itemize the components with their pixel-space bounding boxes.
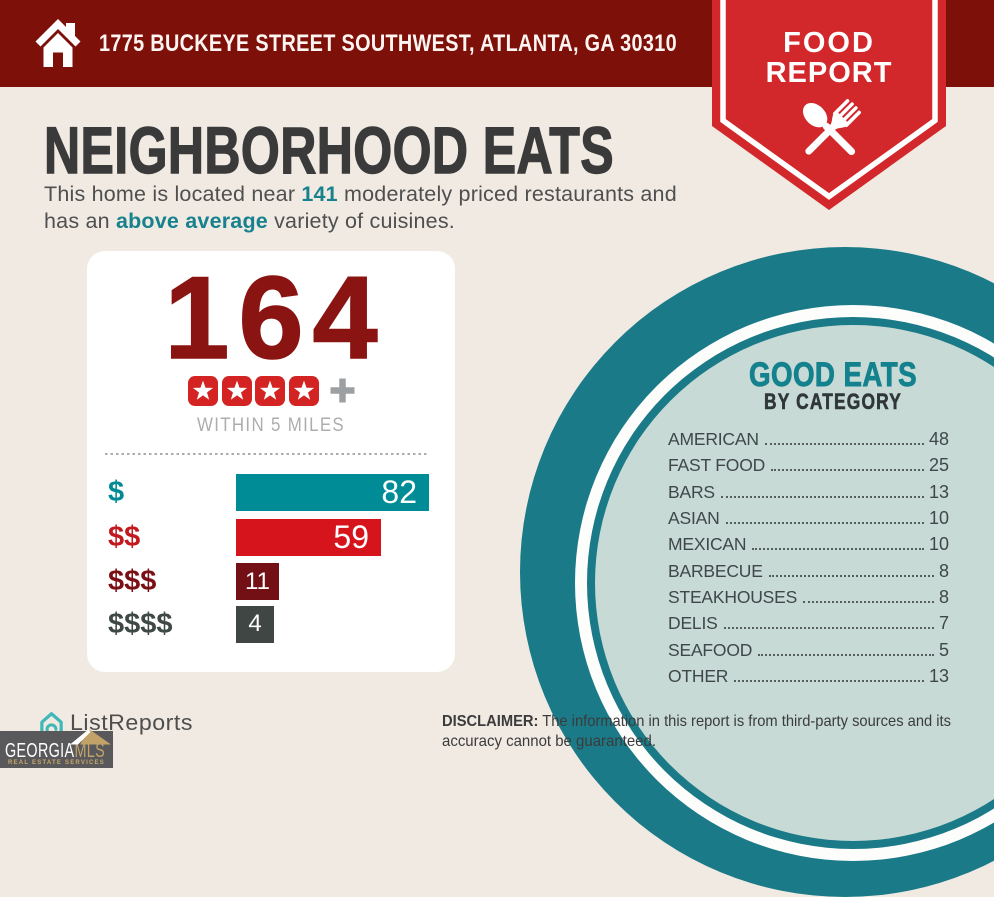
price-tier-label: $	[108, 476, 125, 508]
category-label: BARS	[668, 481, 715, 502]
intro-line2-post: variety of cuisines.	[267, 208, 455, 233]
within-miles-caption: WITHIN 5 MILES	[197, 415, 345, 436]
price-tier-row: $$$$ 4	[87, 605, 455, 643]
georgia-mls-tagline: REAL ESTATE SERVICES	[7, 758, 105, 766]
dotted-leader	[734, 680, 924, 683]
disclaimer-label: DISCLAIMER:	[442, 713, 539, 730]
star-rating	[87, 375, 455, 406]
category-label: BARBECUE	[668, 560, 763, 581]
category-row: BARBECUE 8	[668, 561, 949, 587]
dotted-leader	[752, 548, 924, 551]
ribbon-title-line1: FOOD	[783, 27, 875, 59]
price-tier-bar: 11	[236, 563, 279, 600]
restaurant-count-highlight: 141	[301, 182, 338, 206]
ribbon-shape	[712, 0, 946, 210]
intro-text: This home is located near 141 moderately…	[44, 181, 704, 234]
category-row: MEXICAN 10	[668, 534, 949, 560]
category-label: DELIS	[668, 613, 718, 634]
disclaimer-line1: The information in this report is from t…	[538, 713, 951, 730]
category-row: OTHER 13	[668, 666, 949, 692]
category-value: 10	[928, 534, 949, 555]
good-eats-title: GOOD EATS	[749, 356, 917, 395]
price-tier-label: $$$$	[108, 607, 173, 640]
category-label: MEXICAN	[668, 534, 747, 555]
good-eats-inner-circle	[595, 325, 994, 841]
georgia-mls-secondary: MLS	[74, 739, 105, 762]
category-value: 8	[938, 587, 949, 608]
dotted-leader	[720, 495, 924, 498]
price-tier-row: $82	[87, 474, 455, 511]
category-value: 8	[938, 560, 949, 581]
category-label: FAST FOOD	[668, 455, 766, 476]
georgia-mls-primary: GEORGIA	[5, 739, 75, 762]
category-label: SEAFOOD	[668, 639, 753, 660]
dotted-leader	[803, 601, 934, 604]
crossed-spoon-fork-icon	[802, 99, 861, 156]
intro-line2-pre: has an	[44, 208, 116, 233]
intro-line1-post: moderately priced restaurants and	[337, 182, 677, 206]
ribbon-title-line2: REPORT	[765, 57, 893, 89]
category-value: 7	[938, 613, 949, 634]
category-value: 5	[938, 639, 949, 660]
category-value: 10	[928, 508, 949, 529]
intro-line1-pre: This home is located near	[44, 182, 302, 206]
dotted-leader	[768, 574, 934, 577]
price-tier-row: $$$ 11	[87, 563, 455, 600]
home-icon	[35, 19, 81, 67]
category-value: 13	[928, 481, 949, 502]
category-label: AMERICAN	[668, 429, 759, 449]
above-average-highlight: above average	[115, 208, 268, 233]
price-tier-label: $$	[108, 520, 141, 553]
category-row: STEAKHOUSES 8	[668, 587, 949, 613]
plus-icon	[330, 378, 354, 403]
category-value: 25	[928, 455, 949, 476]
star-icon	[288, 375, 319, 406]
category-row: SEAFOOD 5	[668, 640, 949, 666]
restaurant-stats-card: 164 WITHIN 5 MILES $82 $$ 59 $$$ 11 $$$$ 4	[87, 251, 455, 672]
price-tier-bar: 4	[236, 605, 274, 643]
category-row: BARS 13	[668, 482, 949, 508]
category-value: 13	[928, 666, 949, 687]
disclaimer-text: DISCLAIMER: The information in this repo…	[442, 712, 994, 751]
page-title: NEIGHBORHOOD EATS	[43, 113, 614, 187]
star-icon	[255, 375, 286, 406]
good-eats-subtitle: BY CATEGORY	[763, 389, 902, 415]
dotted-leader	[758, 653, 934, 656]
category-row: AMERICAN 48	[668, 429, 949, 455]
dotted-leader	[725, 522, 924, 525]
dotted-leader	[764, 443, 924, 445]
price-tier-label: $$$	[108, 565, 157, 597]
good-eats-category-list: AMERICAN 48 FAST FOOD 25 BARS 13 ASIAN 10 MEXICA…	[668, 429, 949, 692]
category-row: ASIAN 10	[668, 508, 949, 534]
price-tier-bar: 59	[236, 518, 381, 556]
star-icon	[221, 375, 252, 406]
total-restaurants-number: 164	[164, 252, 387, 383]
dotted-leader	[723, 627, 934, 630]
georgia-mls-roof-icon	[70, 729, 111, 745]
category-label: STEAKHOUSES	[668, 587, 798, 608]
price-tier-row: $$ 59	[87, 518, 455, 556]
price-tier-bar: 82	[236, 474, 429, 511]
property-address: 1775 BUCKEYE STREET SOUTHWEST, ATLANTA, …	[99, 30, 677, 57]
star-icon	[188, 375, 219, 406]
dashed-divider	[105, 453, 429, 455]
category-label: OTHER	[668, 666, 729, 687]
georgia-mls-name: GEORGIAMLS	[5, 739, 105, 763]
food-report-ribbon: FOOD REPORT	[712, 0, 946, 212]
disclaimer-line2: accuracy cannot be guaranteed.	[442, 732, 656, 750]
category-row: FAST FOOD 25	[668, 455, 949, 481]
category-row: DELIS 7	[668, 613, 949, 639]
category-label: ASIAN	[668, 508, 720, 529]
dotted-leader	[771, 469, 924, 472]
category-value: 48	[928, 429, 949, 449]
